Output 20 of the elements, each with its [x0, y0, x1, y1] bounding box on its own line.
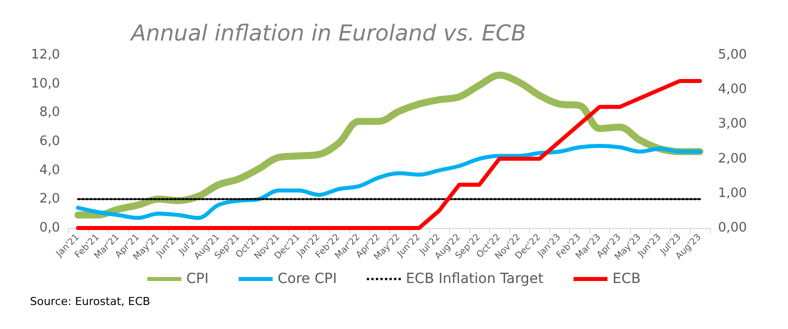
- y-tick-label: 2,0: [39, 192, 60, 207]
- y2-tick-label: 3,00: [718, 116, 747, 132]
- chart-title: Annual inflation in Euroland vs. ECB: [129, 22, 526, 46]
- y-tick-label: 6,0: [39, 134, 60, 149]
- y-tick-label: 10,0: [31, 76, 60, 92]
- legend-label: ECB: [612, 271, 641, 287]
- y-tick-label: 8,0: [39, 105, 60, 120]
- y2-tick-label: 4,00: [718, 82, 747, 98]
- legend-label: Core CPI: [278, 271, 337, 287]
- line-series: [76, 144, 702, 220]
- y2-tick-label: 5,00: [718, 48, 747, 62]
- legend-label: CPI: [186, 271, 209, 287]
- source-note: Source: Eurostat, ECB: [30, 295, 150, 308]
- y-tick-label: 4,0: [39, 162, 60, 178]
- y-tick-label: 12,0: [31, 48, 60, 62]
- y2-tick-label: 2,00: [718, 151, 747, 166]
- y2-tick-label: 0,00: [718, 220, 747, 236]
- y-tick-label: 0,0: [39, 220, 60, 236]
- y2-tick-label: 1,00: [718, 186, 747, 201]
- legend-label: ECB Inflation Target: [406, 271, 544, 287]
